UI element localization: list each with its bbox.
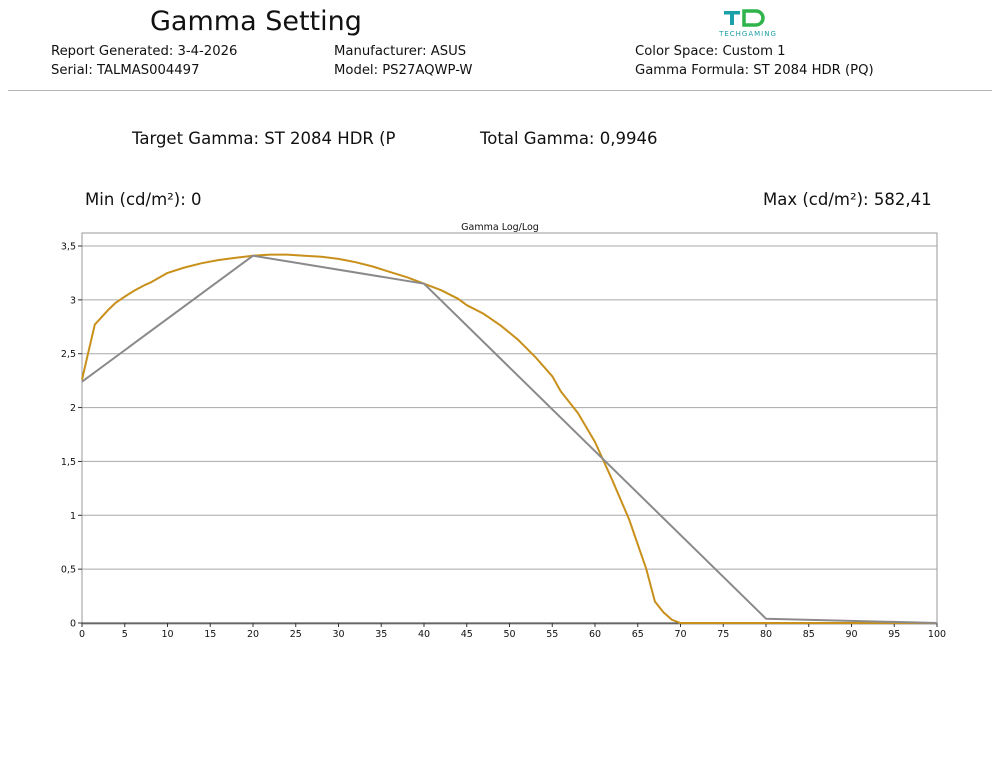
x-tick-label: 60 bbox=[589, 629, 601, 640]
x-tick-label: 15 bbox=[204, 629, 216, 640]
y-tick-label: 0,5 bbox=[61, 565, 76, 576]
x-tick-label: 95 bbox=[888, 629, 900, 640]
total-gamma: Total Gamma: 0,9946 bbox=[480, 129, 658, 148]
x-tick-label: 85 bbox=[803, 629, 815, 640]
chart-title: Gamma Log/Log bbox=[461, 222, 539, 233]
x-tick-label: 25 bbox=[290, 629, 302, 640]
x-tick-label: 10 bbox=[161, 629, 173, 640]
y-tick-label: 0 bbox=[70, 619, 76, 630]
x-tick-label: 45 bbox=[461, 629, 473, 640]
report-info-right: Color Space: Custom 1 Gamma Formula: ST … bbox=[635, 42, 874, 80]
serial-number: Serial: TALMAS004497 bbox=[51, 63, 200, 78]
x-tick-label: 50 bbox=[503, 629, 515, 640]
target-gamma-line bbox=[81, 254, 938, 624]
x-tick-label: 100 bbox=[928, 629, 946, 640]
x-tick-label: 70 bbox=[674, 629, 686, 640]
techgaming-logo: TECHGAMING bbox=[718, 9, 777, 38]
x-tick-label: 55 bbox=[546, 629, 558, 640]
x-tick-label: 35 bbox=[375, 629, 387, 640]
y-tick-label: 1,5 bbox=[61, 457, 76, 468]
header-divider bbox=[8, 90, 992, 91]
min-luminance: Min (cd/m²): 0 bbox=[85, 190, 202, 209]
axis-ticks: 0 0,5 1 1,5 2 2,5 3 3,5 0 5 10 15 20 25 30 35 40 45 50 55 60… bbox=[61, 242, 946, 641]
color-space: Color Space: Custom 1 bbox=[635, 44, 786, 59]
y-tick-label: 2,5 bbox=[61, 349, 76, 360]
target-gamma: Target Gamma: ST 2084 HDR (P bbox=[132, 129, 396, 148]
x-tick-label: 65 bbox=[632, 629, 644, 640]
x-tick-label: 75 bbox=[717, 629, 729, 640]
x-tick-label: 0 bbox=[79, 629, 85, 640]
grid-lines bbox=[82, 245, 937, 624]
report-info-left: Report Generated: 3-4-2026 Serial: TALMA… bbox=[51, 42, 237, 80]
page-title: Gamma Setting bbox=[150, 6, 362, 37]
logo-text: TECHGAMING bbox=[718, 30, 777, 38]
plot-border bbox=[81, 232, 938, 625]
max-luminance: Max (cd/m²): 582,41 bbox=[763, 190, 932, 209]
y-tick-label: 3 bbox=[70, 295, 76, 306]
gamma-formula: Gamma Formula: ST 2084 HDR (PQ) bbox=[635, 63, 874, 78]
series-lines bbox=[81, 253, 938, 624]
x-tick-label: 5 bbox=[122, 629, 128, 640]
x-tick-label: 20 bbox=[247, 629, 259, 640]
model: Model: PS27AQWP-W bbox=[334, 63, 473, 78]
y-tick-label: 1 bbox=[70, 511, 76, 522]
measured-gamma-line bbox=[81, 253, 937, 624]
x-tick-label: 90 bbox=[845, 629, 857, 640]
report-generated: Report Generated: 3-4-2026 bbox=[51, 44, 238, 59]
x-tick-label: 80 bbox=[760, 629, 772, 640]
y-tick-label: 3,5 bbox=[61, 242, 76, 253]
report-info-middle: Manufacturer: ASUS Model: PS27AQWP-W bbox=[334, 42, 472, 80]
manufacturer: Manufacturer: ASUS bbox=[334, 44, 467, 59]
y-tick-label: 2 bbox=[70, 403, 76, 414]
x-tick-label: 40 bbox=[418, 629, 430, 640]
x-tick-label: 30 bbox=[332, 629, 344, 640]
